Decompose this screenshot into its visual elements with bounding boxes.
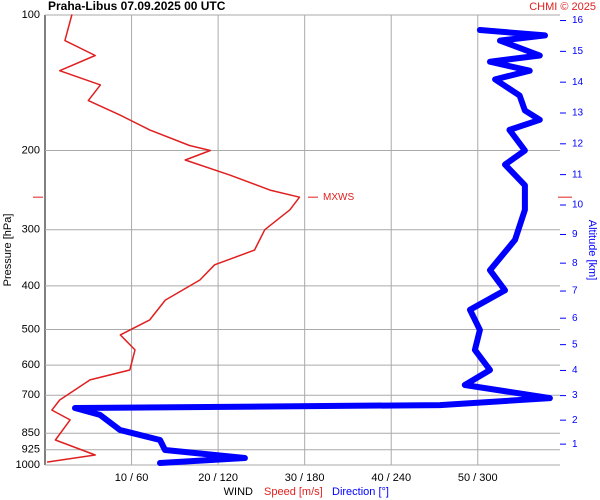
y2-tick-label: 5 — [572, 339, 578, 350]
legend-entry: Direction [°] — [332, 486, 389, 498]
x-tick-label: 20 / 120 — [198, 472, 238, 484]
y2-tick-label: 11 — [572, 169, 583, 180]
y2-tick-label: 16 — [572, 15, 584, 26]
y2-tick-label: 4 — [572, 365, 578, 376]
y2-tick-label: 13 — [572, 108, 584, 119]
y2-tick-label: 14 — [572, 77, 584, 88]
x-tick-label: 10 / 60 — [115, 472, 149, 484]
y-tick-label: 1000 — [16, 459, 40, 471]
y2-tick-label: 7 — [572, 286, 578, 297]
y-tick-label: 400 — [22, 280, 40, 292]
profile-line — [72, 27, 553, 466]
y-tick-label: 850 — [22, 427, 40, 439]
x-axis-label: WIND — [224, 486, 253, 498]
x-tick-label: 40 / 240 — [371, 472, 411, 484]
y-tick-label: 925 — [22, 444, 40, 456]
chart-title: Praha-Libus 07.09.2025 00 UTC — [48, 0, 226, 13]
y-tick-label: 500 — [22, 323, 40, 335]
y2-tick-label: 6 — [572, 313, 578, 324]
y2-tick-label: 9 — [572, 229, 578, 240]
y-axis-label: Pressure [hPa] — [2, 214, 14, 287]
y2-tick-label: 12 — [572, 138, 584, 149]
y-tick-label: 600 — [22, 359, 40, 371]
x-tick-label: 50 / 300 — [458, 472, 498, 484]
y2-tick-label: 3 — [572, 390, 578, 401]
profile-line — [46, 14, 301, 463]
x-tick-label: 30 / 180 — [285, 472, 325, 484]
y2-tick-label: 15 — [572, 46, 584, 57]
y-tick-label: 700 — [22, 389, 40, 401]
credit: CHMI © 2025 — [529, 1, 596, 13]
y2-tick-label: 10 — [572, 200, 584, 211]
annotation: MXWS — [323, 192, 354, 203]
y2-tick-label: 2 — [572, 415, 578, 426]
y-tick-label: 300 — [22, 224, 40, 236]
y-tick-label: 100 — [22, 9, 40, 21]
y2-tick-label: 1 — [572, 439, 578, 450]
y2-tick-label: 8 — [572, 258, 578, 269]
y2-axis-label: Altitude [km] — [586, 220, 598, 281]
legend-entry: Speed [m/s] — [264, 486, 323, 498]
y-tick-label: 200 — [22, 144, 40, 156]
